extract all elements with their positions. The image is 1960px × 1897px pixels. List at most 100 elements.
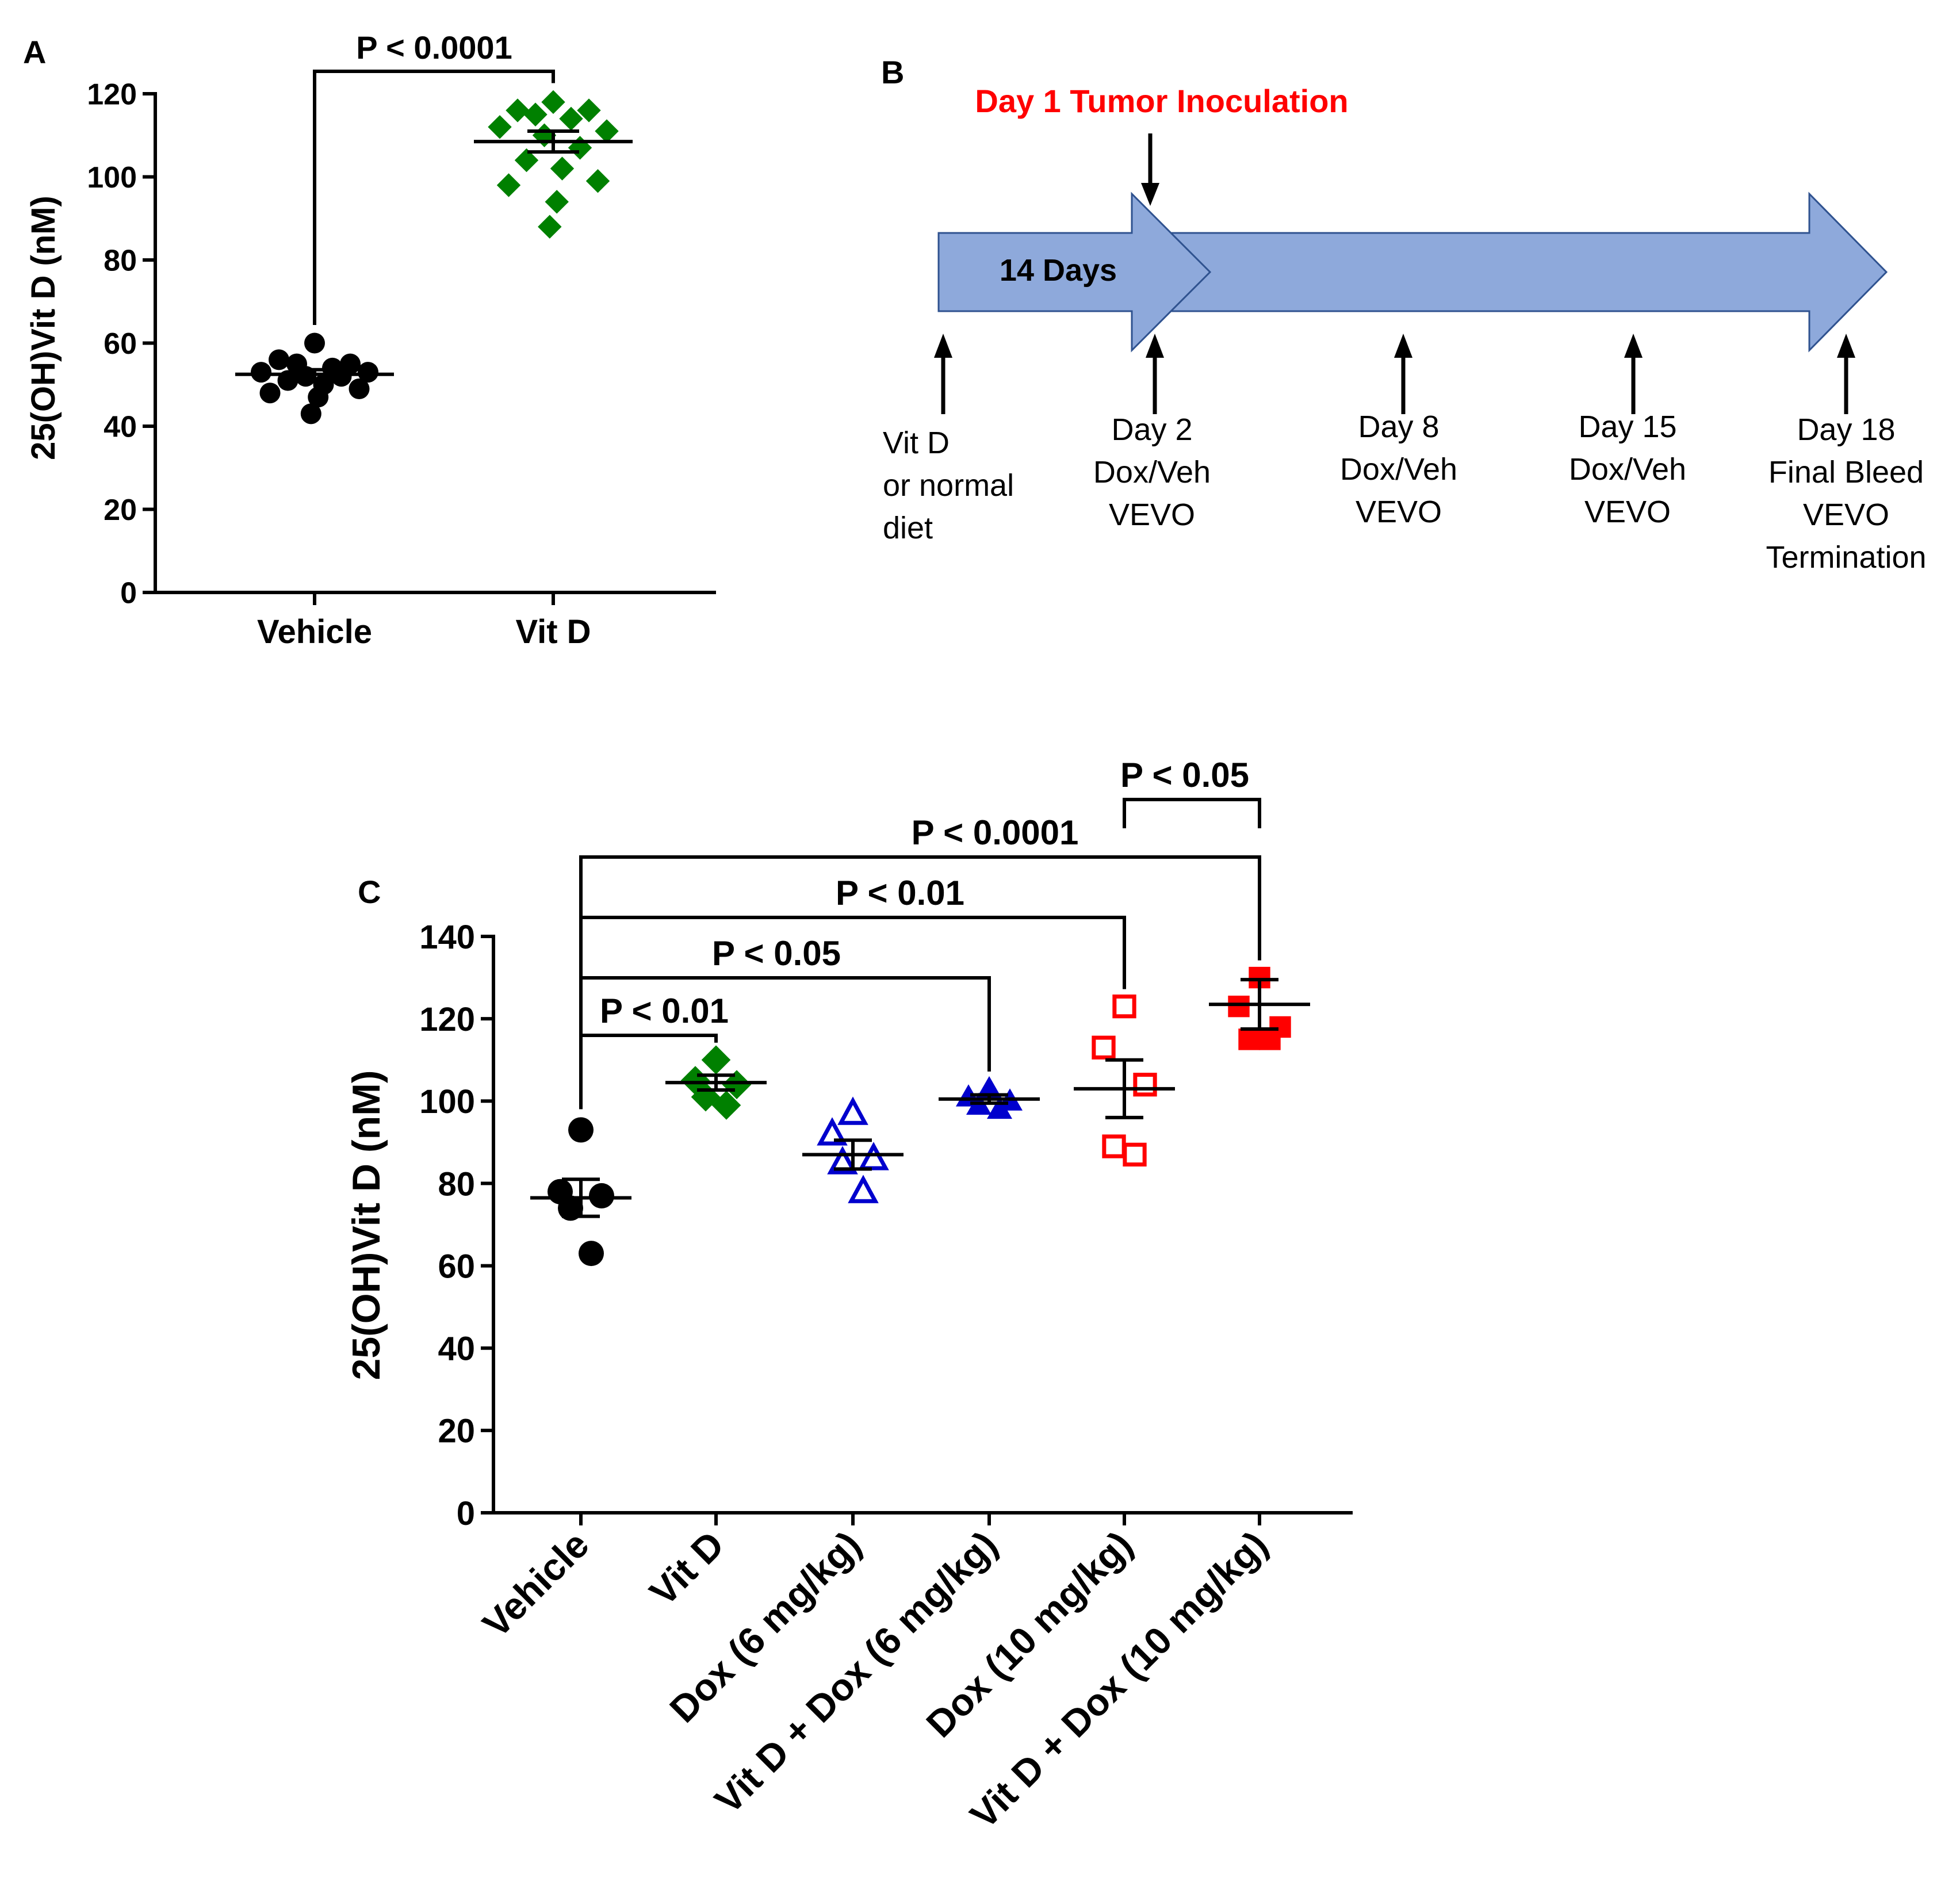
timeline-14-days-label: 14 Days bbox=[1000, 253, 1117, 288]
significance-bracket bbox=[1123, 798, 1261, 828]
data-point-vit-d bbox=[568, 136, 592, 160]
data-point-vehicle bbox=[558, 1195, 583, 1221]
y-tick-label: 80 bbox=[438, 1165, 475, 1203]
data-point-vehicle bbox=[579, 1241, 604, 1267]
data-point-vit-d-dox-10-mg-kg bbox=[1228, 995, 1250, 1018]
data-point-vehicle bbox=[269, 349, 289, 370]
event-label-line: Day 18 bbox=[1797, 412, 1895, 447]
data-point-vit-d bbox=[545, 190, 569, 214]
event-label-line: or normal bbox=[883, 468, 1014, 503]
y-tick-label: 80 bbox=[104, 244, 137, 278]
data-point-vit-d-dox-10-mg-kg bbox=[1259, 1028, 1281, 1050]
y-tick-label: 20 bbox=[104, 494, 137, 527]
event-label-line: VEVO bbox=[1803, 498, 1889, 532]
event-label-line: Termination bbox=[1766, 540, 1926, 575]
event-label-line: Dox/Veh bbox=[1093, 455, 1211, 489]
data-point-vehicle bbox=[349, 378, 370, 399]
event-label-line: VEVO bbox=[1584, 495, 1671, 529]
event-arrow-head bbox=[1394, 334, 1412, 358]
panel-c-chart: 25(OH)Vit D (nM) 0 20 40 60 80 100 120 140 Vehic… bbox=[344, 756, 1353, 1837]
event-arrow-head bbox=[1146, 334, 1164, 358]
y-tick-label: 100 bbox=[419, 1083, 475, 1120]
y-tick-label: 40 bbox=[438, 1330, 475, 1368]
data-point-vit-d bbox=[523, 102, 548, 127]
y-tick-label: 120 bbox=[87, 78, 137, 112]
significance-label: P < 0.01 bbox=[600, 992, 729, 1030]
panel-b-timeline: 14 Days Day 1 Tumor Inoculation Vit D or … bbox=[883, 83, 1927, 575]
panel-a-chart: 25(OH)Vit D (nM) 0 20 40 60 80 100 120 Vehicle V… bbox=[25, 29, 716, 651]
data-point-vit-d bbox=[488, 115, 512, 139]
data-point-dox-6-mg-kg bbox=[817, 1117, 848, 1146]
data-point-vit-d-dox-6-mg-kg bbox=[977, 1076, 1002, 1099]
timeline-long-arrow bbox=[1132, 192, 1888, 353]
panel-label-a: A bbox=[23, 34, 46, 70]
significance-bracket bbox=[579, 1034, 718, 1110]
event-arrow-head bbox=[1624, 334, 1643, 358]
event-label-line: Dox/Veh bbox=[1340, 452, 1457, 487]
data-point-vit-d bbox=[585, 169, 610, 193]
data-point-vehicle bbox=[251, 362, 271, 383]
y-tick-label: 60 bbox=[104, 327, 137, 361]
data-point-vit-d bbox=[577, 98, 601, 123]
y-tick-label: 60 bbox=[438, 1248, 475, 1285]
event-label-line: Vit D bbox=[883, 426, 950, 460]
data-point-vehicle bbox=[304, 332, 325, 354]
data-point-dox-6-mg-kg bbox=[827, 1146, 858, 1175]
data-point-dox-10-mg-kg bbox=[1102, 1134, 1126, 1158]
data-point-vit-d bbox=[550, 156, 575, 181]
panel-label-c: C bbox=[358, 874, 381, 910]
data-point-vit-d bbox=[722, 1070, 752, 1099]
data-point-vehicle bbox=[308, 387, 329, 408]
x-tick-label-vit-d: Vit D bbox=[515, 613, 591, 651]
significance-bracket bbox=[313, 70, 555, 325]
significance-bracket bbox=[579, 916, 1126, 989]
tumor-inoculation-label: Day 1 Tumor Inoculation bbox=[975, 83, 1348, 119]
y-tick-label: 0 bbox=[120, 577, 137, 610]
significance-label: P < 0.0001 bbox=[912, 813, 1079, 852]
data-point-dox-6-mg-kg bbox=[837, 1096, 868, 1125]
y-tick-label: 20 bbox=[438, 1413, 475, 1450]
data-point-vit-d bbox=[541, 90, 565, 114]
significance-bracket bbox=[579, 855, 1261, 961]
data-point-vehicle bbox=[589, 1183, 614, 1208]
data-point-vit-d bbox=[701, 1045, 731, 1075]
event-label-line: Day 2 bbox=[1111, 412, 1192, 447]
y-tick-label: 40 bbox=[104, 411, 137, 444]
y-tick-label: 0 bbox=[457, 1495, 475, 1532]
event-label-line: Final Bleed bbox=[1768, 455, 1924, 489]
data-point-dox-10-mg-kg bbox=[1123, 1142, 1147, 1166]
panel-label-b: B bbox=[881, 54, 904, 90]
event-arrow-head bbox=[1837, 334, 1855, 358]
event-label-line: VEVO bbox=[1356, 495, 1442, 529]
event-label-line: Day 15 bbox=[1578, 410, 1676, 444]
y-tick-label: 120 bbox=[419, 1001, 475, 1038]
x-tick-label-vehicle: Vehicle bbox=[474, 1523, 597, 1646]
data-point-dox-6-mg-kg bbox=[848, 1175, 879, 1203]
significance-label: P < 0.01 bbox=[836, 874, 964, 912]
significance-label: P < 0.05 bbox=[712, 934, 841, 973]
data-point-vehicle bbox=[259, 383, 281, 404]
data-point-vit-d bbox=[506, 98, 530, 123]
data-point-vehicle bbox=[300, 403, 321, 424]
event-label-line: Dox/Veh bbox=[1569, 452, 1686, 487]
data-point-vehicle bbox=[568, 1117, 594, 1143]
data-point-vit-d-dox-10-mg-kg bbox=[1238, 1028, 1260, 1050]
data-point-dox-10-mg-kg bbox=[1112, 995, 1136, 1019]
data-point-dox-10-mg-kg bbox=[1133, 1072, 1157, 1097]
panel-a-y-axis-label: 25(OH)Vit D (nM) bbox=[25, 196, 62, 460]
inoculation-arrow-head bbox=[1141, 183, 1159, 206]
event-arrow-head bbox=[934, 334, 952, 358]
timeline-14-days-arrow bbox=[937, 192, 1212, 353]
data-point-vehicle bbox=[358, 362, 378, 383]
data-point-vit-d-dox-6-mg-kg bbox=[987, 1096, 1012, 1119]
data-point-vit-d bbox=[496, 173, 521, 197]
x-tick-label-vehicle: Vehicle bbox=[257, 613, 372, 651]
significance-label: P < 0.05 bbox=[1120, 756, 1249, 794]
data-point-vit-d bbox=[595, 119, 619, 143]
x-tick-label-vit-d: Vit D bbox=[641, 1523, 732, 1614]
event-label-line: VEVO bbox=[1109, 498, 1195, 532]
data-point-vit-d bbox=[559, 106, 583, 131]
significance-bracket bbox=[579, 976, 991, 1072]
event-label-line: Day 8 bbox=[1358, 410, 1439, 444]
